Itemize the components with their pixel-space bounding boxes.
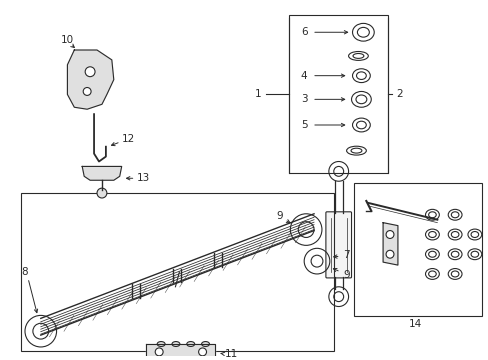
Bar: [353, 183, 481, 316]
Circle shape: [386, 250, 393, 258]
Text: 4: 4: [300, 71, 307, 81]
Ellipse shape: [172, 342, 180, 346]
Circle shape: [155, 348, 163, 356]
Text: 7: 7: [343, 250, 349, 260]
Text: 10: 10: [61, 35, 74, 45]
Bar: [21, 193, 333, 351]
Circle shape: [386, 230, 393, 238]
Polygon shape: [146, 344, 215, 359]
Text: 9: 9: [276, 211, 282, 221]
Circle shape: [85, 67, 95, 77]
Polygon shape: [67, 50, 114, 109]
Text: 13: 13: [136, 173, 149, 183]
Circle shape: [198, 348, 206, 356]
Ellipse shape: [201, 342, 209, 346]
Text: 6: 6: [300, 27, 307, 37]
Polygon shape: [82, 166, 122, 180]
Text: 5: 5: [300, 120, 307, 130]
Polygon shape: [382, 223, 397, 265]
Ellipse shape: [186, 342, 194, 346]
Ellipse shape: [157, 342, 165, 346]
Text: 14: 14: [408, 319, 422, 329]
Circle shape: [83, 87, 91, 95]
Text: 9: 9: [343, 270, 349, 280]
Text: 11: 11: [225, 349, 238, 359]
Text: 12: 12: [122, 134, 135, 144]
Text: 3: 3: [300, 94, 307, 104]
Circle shape: [97, 188, 107, 198]
Bar: [289, 15, 387, 173]
FancyBboxPatch shape: [325, 212, 351, 278]
Text: 1: 1: [254, 89, 261, 99]
Text: 2: 2: [396, 89, 403, 99]
Text: 8: 8: [21, 267, 28, 277]
